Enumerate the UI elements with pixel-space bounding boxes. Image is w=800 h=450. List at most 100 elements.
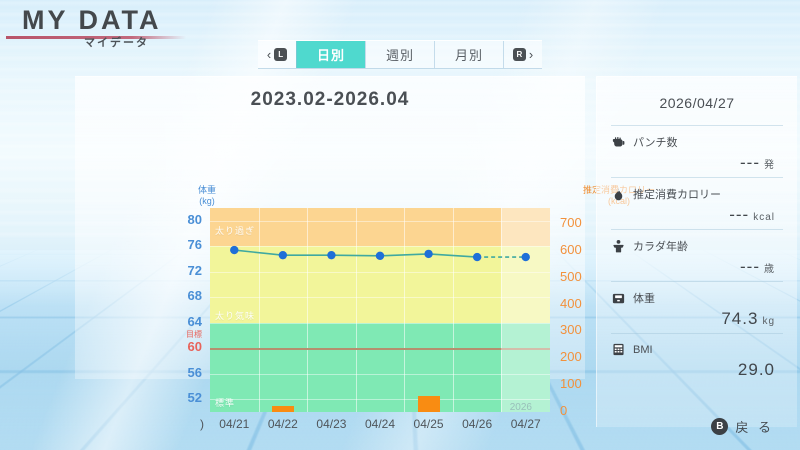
chart-weight-point	[278, 250, 288, 260]
chart-vgrid	[452, 208, 454, 412]
b-button-icon: B	[711, 418, 729, 435]
next-period-shoulder[interactable]: R ›	[503, 41, 542, 68]
r-tick-300: 300	[560, 322, 582, 338]
y-axis-title-left-unit: (kg)	[199, 196, 215, 206]
x-tick-04-27: 04/27	[510, 417, 541, 431]
chevron-right-icon: ›	[528, 47, 534, 62]
chart-weight-series	[230, 245, 530, 262]
r-tick-500: 500	[560, 268, 582, 284]
detail-stat-value: --- 発	[740, 153, 775, 172]
chart-hgrid	[210, 220, 550, 222]
header: MY DATA マイデータ	[0, 0, 800, 70]
chart-calorie-bar	[417, 396, 440, 412]
tab-weekly-label: 週別	[385, 48, 414, 63]
chart-band-label-2: 標準	[215, 398, 236, 408]
chart-weight-point	[230, 245, 239, 255]
back-label: 戻 る	[735, 420, 774, 435]
chart-weight-point	[424, 249, 433, 259]
detail-stat-unit: 歳	[764, 264, 775, 275]
chart-plot-area: 太り過ぎ 太り気味 標準	[210, 208, 550, 412]
chart-hgrid	[210, 271, 550, 273]
chart-vgrid	[258, 208, 260, 412]
r-tick-400: 400	[560, 295, 582, 311]
chart-panel: 2023.02-2026.04 体重 (kg) 推定消費カロリー (kcal) …	[75, 76, 655, 431]
detail-stat-カラダ年齢: カラダ年齢 --- 歳	[611, 229, 783, 281]
y-axis-title-left-name: 体重	[197, 185, 216, 195]
detail-panel: 2026/04/27 パンチ数 --- 発推定消費カロリー --- kcal カラダ年齢 -…	[596, 76, 797, 427]
chart-weight-line	[234, 249, 478, 258]
y-tick-72: 72	[187, 262, 202, 278]
period-tabbar: ‹ L 日別 週別 月別 R ›	[258, 40, 542, 69]
y-tick-68: 68	[187, 288, 202, 304]
detail-stat-unit: kcal	[753, 212, 775, 223]
chart-weight-point	[327, 250, 336, 260]
chevron-left-icon: ‹	[266, 47, 272, 62]
detail-stat-unit: kg	[762, 316, 775, 327]
punch-icon	[611, 135, 626, 150]
r-tick-200: 200	[560, 349, 582, 365]
chart-future-overlay	[501, 208, 550, 412]
y-tick-64: 64	[187, 313, 202, 329]
x-tick-04-26: 04/26	[462, 417, 493, 431]
body-icon	[611, 239, 626, 254]
chart-hgrid	[210, 322, 550, 324]
r-tick-0: 0	[560, 403, 568, 418]
tab-daily-label: 日別	[316, 48, 345, 63]
chart-weight-point	[472, 252, 482, 262]
x-tick-04-23: 04/23	[316, 417, 347, 431]
detail-stat-BMI: BMI 29.0	[611, 333, 783, 384]
l-button-icon: L	[274, 48, 288, 61]
detail-stat-体重: 体重 74.3 kg	[611, 281, 783, 333]
logo-underline	[6, 36, 186, 39]
chart-weight-point	[521, 252, 530, 262]
chart-hgrid	[210, 246, 550, 248]
chart-band-0	[210, 208, 550, 247]
back-control[interactable]: B 戻 る	[711, 417, 774, 436]
chart-calorie-bar	[271, 406, 294, 412]
detail-date: 2026/04/27	[659, 95, 735, 111]
flame-icon	[611, 187, 626, 202]
calculator-icon	[611, 342, 626, 357]
detail-stat-label: 体重	[633, 293, 655, 305]
y-tick-60: 60	[187, 339, 202, 355]
y-tick-76: 76	[187, 237, 202, 253]
y-tick-80: 80	[187, 211, 202, 227]
app-logo: MY DATA マイデータ	[6, 5, 186, 49]
app-title: MY DATA	[22, 5, 162, 35]
x-tick-04-24: 04/24	[364, 417, 396, 431]
tab-monthly[interactable]: 月別	[434, 41, 503, 68]
x-tick-04-25: 04/25	[413, 417, 444, 431]
chart-hgrid	[210, 399, 550, 401]
r-button-icon: R	[512, 48, 526, 61]
y-tick-52: 52	[187, 390, 202, 406]
detail-stat-value: 74.3 kg	[721, 309, 775, 328]
scale-icon	[611, 291, 626, 306]
x-tick-04-21: 04/21	[219, 417, 250, 431]
chart-title: 2023.02-2026.04	[250, 89, 410, 110]
chart-weight-point	[375, 251, 385, 261]
y-tick-56: 56	[187, 364, 202, 380]
tab-daily[interactable]: 日別	[296, 41, 365, 68]
tab-monthly-label: 月別	[454, 48, 483, 63]
detail-stat-label: 推定消費カロリー	[633, 189, 721, 201]
r-tick-100: 100	[560, 376, 582, 392]
y-axis-title-left: 体重 (kg)	[187, 185, 227, 207]
detail-stat-label: カラダ年齢	[633, 241, 688, 253]
chart-band-label-1: 太り気味	[215, 310, 256, 321]
chart-hgrid	[210, 297, 550, 299]
tab-weekly[interactable]: 週別	[365, 41, 434, 68]
r-tick-700: 700	[560, 215, 582, 231]
chart-vgrid	[307, 208, 309, 412]
detail-stat-value: --- kcal	[729, 205, 775, 224]
detail-stat-推定消費カロリー: 推定消費カロリー --- kcal	[611, 177, 783, 229]
detail-stat-パンチ数: パンチ数 --- 発	[611, 125, 783, 177]
app-subtitle: マイデータ	[84, 37, 149, 49]
detail-stat-value: 29.0	[737, 360, 775, 379]
y-tick-goal-label: 目標	[186, 330, 202, 340]
x-tick-04-22: 04/22	[267, 417, 298, 431]
detail-stat-list: パンチ数 --- 発推定消費カロリー --- kcal カラダ年齢 --- 歳体重 74.3 kg…	[597, 125, 797, 384]
chart-band-2	[210, 322, 550, 412]
detail-stat-unit: 発	[764, 160, 775, 171]
prev-period-shoulder[interactable]: ‹ L	[258, 41, 296, 68]
